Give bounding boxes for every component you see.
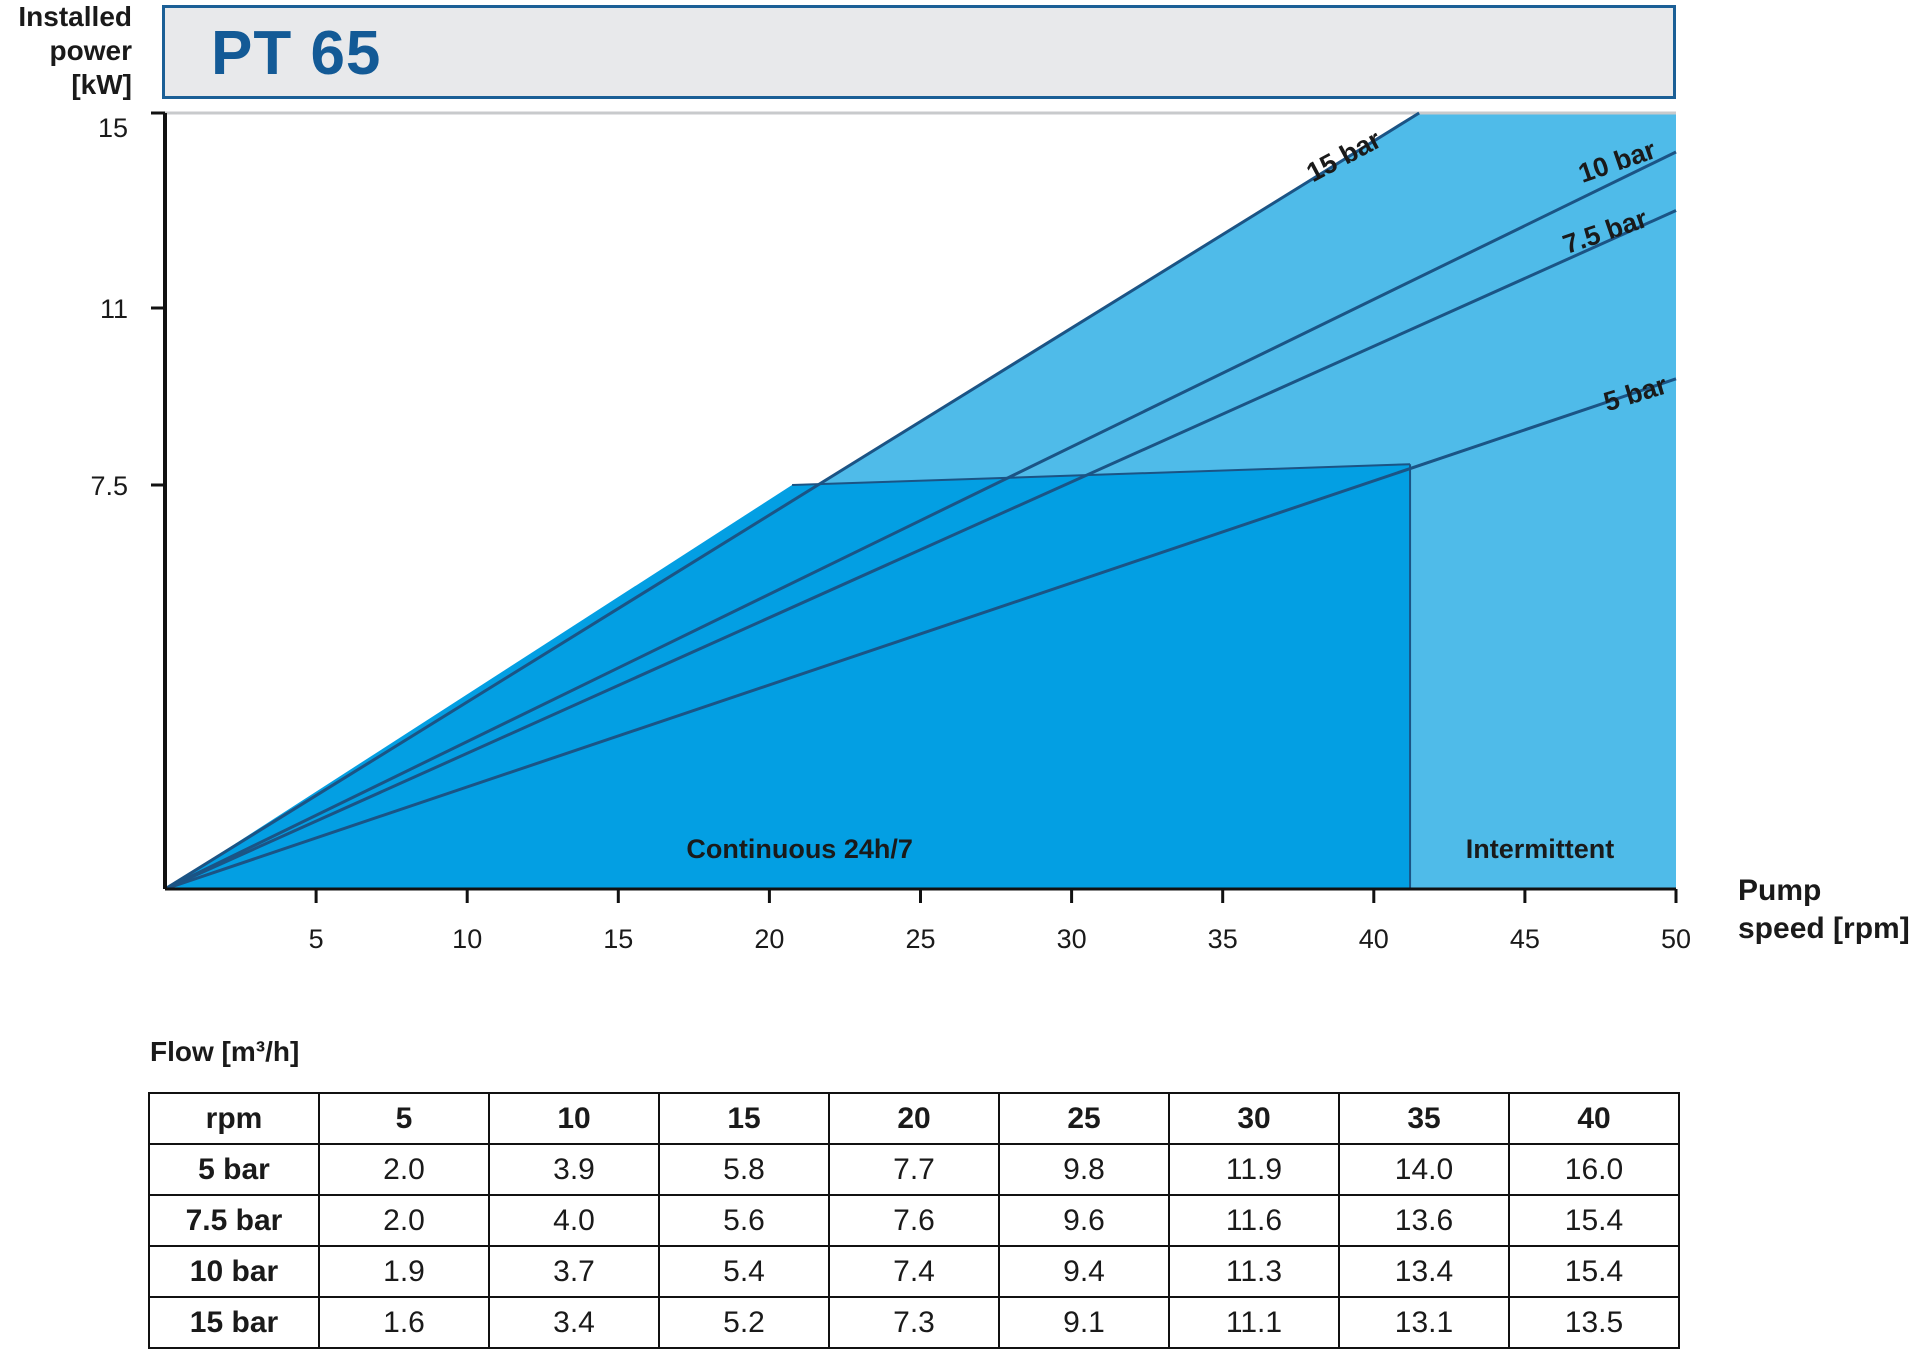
flow-cell: 14.0	[1338, 1143, 1510, 1196]
flow-cell: 11.1	[1168, 1296, 1340, 1349]
x-axis-title-line2: speed [rpm]	[1738, 912, 1910, 945]
flow-table-header-row: rpm 5 10 15 20 25 30 35 40	[148, 1092, 1680, 1145]
flow-header-cell: 35	[1338, 1092, 1510, 1145]
flow-cell: 5.8	[658, 1143, 830, 1196]
flow-cell: 5.6	[658, 1194, 830, 1247]
x-tick-label: 50	[1661, 924, 1691, 954]
flow-header-cell: 15	[658, 1092, 830, 1145]
x-axis-title: Pump speed [rpm]	[1738, 872, 1910, 948]
flow-cell: 15.4	[1508, 1194, 1680, 1247]
table-row: 5 bar 2.0 3.9 5.8 7.7 9.8 11.9 14.0 16.0	[148, 1143, 1680, 1196]
flow-cell: 3.7	[488, 1245, 660, 1298]
region-label: Intermittent	[1466, 834, 1615, 864]
x-tick-label: 15	[603, 924, 633, 954]
flow-cell: 7.7	[828, 1143, 1000, 1196]
flow-cell: 9.1	[998, 1296, 1170, 1349]
flow-header-cell: 25	[998, 1092, 1170, 1145]
y-tick-label: 11	[100, 294, 128, 324]
flow-cell: 1.9	[318, 1245, 490, 1298]
x-tick-label: 40	[1359, 924, 1389, 954]
x-tick-label: 30	[1057, 924, 1087, 954]
flow-cell: 16.0	[1508, 1143, 1680, 1196]
flow-header-cell: 40	[1508, 1092, 1680, 1145]
series-line	[164, 377, 1677, 891]
x-tick-label: 10	[452, 924, 482, 954]
y-axis-title: Installed power [kW]	[0, 0, 132, 102]
x-tick-label: 25	[905, 924, 935, 954]
y-tick-label: 15	[98, 113, 128, 143]
flow-cell: 9.4	[998, 1245, 1170, 1298]
table-row: 10 bar 1.9 3.7 5.4 7.4 9.4 11.3 13.4 15.4	[148, 1245, 1680, 1298]
x-tick-label: 35	[1208, 924, 1238, 954]
y-tick-label: 7.5	[90, 471, 128, 501]
flow-row-label: 5 bar	[148, 1143, 320, 1196]
flow-cell: 5.2	[658, 1296, 830, 1349]
flow-cell: 3.9	[488, 1143, 660, 1196]
series-line	[164, 111, 1420, 891]
flow-cell: 15.4	[1508, 1245, 1680, 1298]
flow-row-label: 10 bar	[148, 1245, 320, 1298]
flow-header-rpm: rpm	[148, 1092, 320, 1145]
y-axis-title-line2: power	[49, 35, 132, 66]
flow-cell: 11.3	[1168, 1245, 1340, 1298]
flow-cell: 11.6	[1168, 1194, 1340, 1247]
flow-cell: 2.0	[318, 1194, 490, 1247]
table-row: 15 bar 1.6 3.4 5.2 7.3 9.1 11.1 13.1 13.5	[148, 1296, 1680, 1349]
flow-cell: 2.0	[318, 1143, 490, 1196]
flow-cell: 7.6	[828, 1194, 1000, 1247]
flow-cell: 9.6	[998, 1194, 1170, 1247]
region-label: Continuous 24h/7	[686, 834, 913, 864]
y-axis-title-line3: [kW]	[71, 69, 132, 100]
flow-row-label: 7.5 bar	[148, 1194, 320, 1247]
flow-cell: 7.4	[828, 1245, 1000, 1298]
x-tick-label: 45	[1510, 924, 1540, 954]
x-tick-label: 20	[754, 924, 784, 954]
series-line	[164, 209, 1677, 891]
flow-header-cell: 5	[318, 1092, 490, 1145]
flow-cell: 13.4	[1338, 1245, 1510, 1298]
flow-cell: 13.5	[1508, 1296, 1680, 1349]
flow-cell: 11.9	[1168, 1143, 1340, 1196]
flow-cell: 13.1	[1338, 1296, 1510, 1349]
flow-header-cell: 20	[828, 1092, 1000, 1145]
x-tick-label: 5	[309, 924, 324, 954]
chart-title: PT 65	[211, 19, 382, 88]
flow-cell: 13.6	[1338, 1194, 1510, 1247]
flow-cell: 5.4	[658, 1245, 830, 1298]
x-axis-title-line1: Pump	[1738, 874, 1822, 907]
y-axis-title-line1: Installed	[18, 1, 132, 32]
series-line	[164, 150, 1677, 891]
flow-table-body: 5 bar 2.0 3.9 5.8 7.7 9.8 11.9 14.0 16.0 7.5 bar 2…	[148, 1143, 1680, 1349]
flow-header-cell: 10	[488, 1092, 660, 1145]
flow-cell: 4.0	[488, 1194, 660, 1247]
flow-cell: 7.3	[828, 1296, 1000, 1349]
flow-cell: 1.6	[318, 1296, 490, 1349]
flow-cell: 9.8	[998, 1143, 1170, 1196]
flow-row-label: 15 bar	[148, 1296, 320, 1349]
continuous-top-border	[792, 463, 1411, 486]
flow-table: rpm 5 10 15 20 25 30 35 40 5 bar 2.0 3.9 5.8 7.7 9.8 1…	[148, 1092, 1680, 1349]
table-row: 7.5 bar 2.0 4.0 5.6 7.6 9.6 11.6 13.6 15.4	[148, 1194, 1680, 1247]
title-box: PT 65	[162, 5, 1676, 99]
flow-header-cell: 30	[1168, 1092, 1340, 1145]
flow-table-caption: Flow [m³/h]	[150, 1036, 300, 1067]
flow-cell: 3.4	[488, 1296, 660, 1349]
